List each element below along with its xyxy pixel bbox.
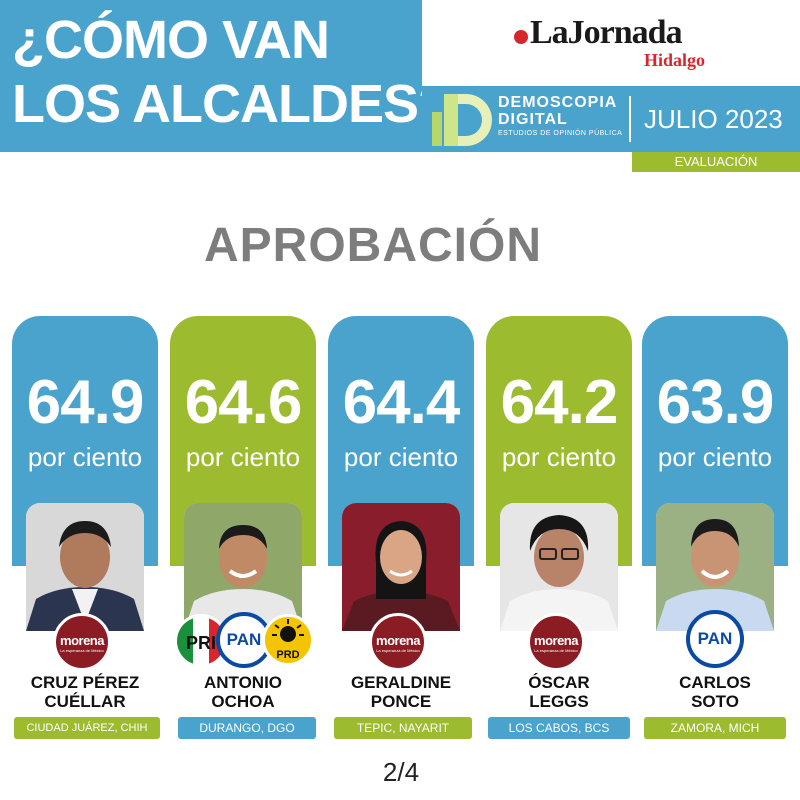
logo-sub-text: Hidalgo [644,50,706,70]
candidate-photo-3 [342,503,460,631]
candidate-name-line-1: ANTONIO [203,673,283,692]
approval-value: 64.6 [184,368,303,437]
candidate-name-line-1: ÓSCAR [528,673,590,692]
person-avatar-icon [26,503,144,631]
candidate-name-line-2: SOTO [691,692,739,711]
svg-text:PRD: PRD [276,649,299,661]
logo-main-text: LaJornada [530,14,683,51]
candidate-photo-4 [500,503,618,631]
page-indicator: 2/4 [382,757,420,787]
party-logo-morena: morena La esperanza de México [527,613,585,671]
evaluation-tag: EVALUACIÓN [632,152,800,172]
candidate-name-2: ANTONIO OCHOA [168,673,318,711]
morena-logo-slogan: La esperanza de México [534,648,578,653]
approval-unit: por ciento [185,442,301,472]
section-title: APROBACIÓN [203,219,542,272]
page-title: ¿CÓMO VAN LOS ALCALDES? [12,8,451,136]
candidate-city-2: DURANGO, DGO [178,717,316,739]
header-title-box: ¿CÓMO VAN LOS ALCALDES? [0,0,451,152]
candidate-name-4: ÓSCAR LEGGS [484,673,634,711]
candidate-name-line-2: LEGGS [529,692,589,711]
candidate-photo-5 [656,503,774,631]
morena-logo-text: morena [376,633,420,648]
pollster-logo-icon [432,94,492,146]
pollster-name-line-1: DEMOSCOPIA [498,94,618,111]
pollster-name: DEMOSCOPIA DIGITAL [498,94,617,128]
pollster-separator [629,96,631,142]
approval-value: 64.9 [26,368,145,437]
candidate-name-line-2: PONCE [370,692,432,711]
survey-date: JULIO 2023 [644,104,783,134]
prd-sun-icon: PRD [272,619,304,661]
party-logo-morena: morena La esperanza de México [53,613,111,671]
candidate-photo-1 [26,503,144,631]
approval-unit: por ciento [657,442,773,472]
candidate-name-3: GERALDINE PONCE [326,673,476,711]
candidate-name-line-1: CARLOS [679,673,751,692]
person-avatar-icon [500,503,618,631]
morena-logo-slogan: La esperanza de México [376,648,420,653]
person-avatar-icon [656,503,774,631]
candidate-city-3: TEPIC, NAYARIT [334,717,472,739]
newspaper-logo: LaJornada Hidalgo [422,0,800,86]
page-title-line-2: LOS ALCALDES? [12,74,451,134]
logo-dot-icon [514,30,528,44]
morena-logo-text: morena [534,633,578,648]
approval-unit: por ciento [501,442,617,472]
approval-unit: por ciento [343,442,459,472]
page-title-line-1: ¿CÓMO VAN [12,10,330,70]
approval-value: 63.9 [656,368,775,437]
approval-value: 64.2 [500,368,619,437]
party-logo-prd: PRD [262,614,314,666]
candidate-name-line-1: CRUZ PÉREZ [30,673,140,692]
candidate-city-4: LOS CABOS, BCS [488,717,630,739]
approval-value: 64.4 [342,368,461,437]
candidate-name-line-2: CUÉLLAR [44,692,126,711]
candidate-name-1: CRUZ PÉREZ CUÉLLAR [10,673,160,711]
party-logo-morena: morena La esperanza de México [369,613,427,671]
party-logo-pan: PAN [216,612,272,668]
candidate-city-5: ZAMORA, MICH [644,717,786,739]
candidate-name-line-1: GERALDINE [350,673,452,692]
approval-unit: por ciento [27,442,143,472]
pollster-bar: DEMOSCOPIA DIGITAL ESTUDIOS DE OPINIÓN P… [422,86,800,152]
pollster-tagline: ESTUDIOS DE OPINIÓN PÚBLICA [498,130,623,137]
pollster-name-line-2: DIGITAL [498,111,568,128]
candidate-name-5: CARLOS SOTO [640,673,790,711]
person-avatar-icon [342,503,460,631]
svg-text:PRI: PRI [186,633,216,653]
candidate-city-1: CIUDAD JUÁREZ, CHIH [14,717,160,739]
morena-logo-slogan: La esperanza de México [60,648,104,653]
morena-logo-text: morena [60,633,104,648]
candidate-name-line-2: OCHOA [211,692,275,711]
party-logo-pan: PAN [686,610,744,668]
